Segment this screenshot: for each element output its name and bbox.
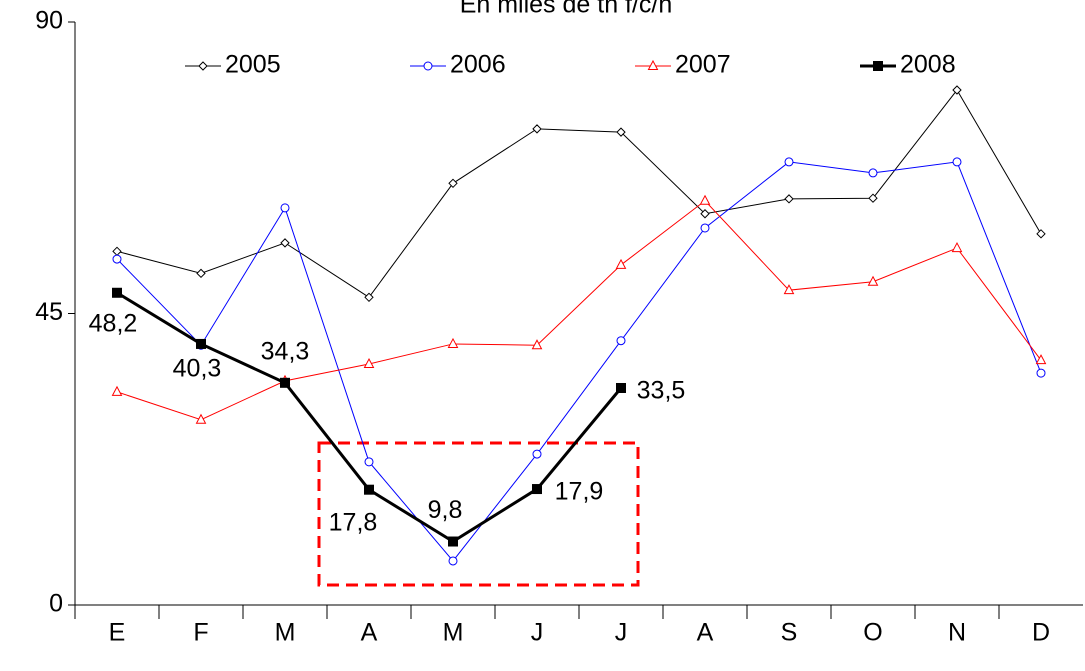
x-tick-label: O: [863, 619, 882, 647]
marker: [868, 168, 878, 178]
marker: [783, 284, 795, 295]
marker: [867, 275, 879, 286]
marker: [615, 258, 627, 269]
data-label: 33,5: [637, 377, 686, 405]
marker: [448, 178, 458, 189]
marker: [784, 157, 794, 167]
data-label: 48,2: [89, 309, 138, 337]
marker: [952, 85, 962, 95]
y-tick-label: 0: [49, 590, 63, 618]
data-label: 17,8: [329, 508, 378, 536]
highlight-box: [317, 441, 640, 587]
marker: [868, 193, 878, 203]
marker: [532, 124, 542, 134]
marker: [532, 449, 542, 459]
x-tick-label: S: [781, 619, 798, 647]
marker: [280, 203, 290, 213]
x-tick-label: A: [697, 619, 714, 647]
marker: [647, 59, 659, 70]
marker: [700, 223, 710, 233]
marker: [448, 536, 458, 547]
data-label: 17,9: [555, 478, 604, 506]
x-tick-label: D: [1032, 619, 1050, 647]
marker: [198, 61, 208, 71]
marker: [1036, 368, 1046, 378]
data-label: 9,8: [428, 496, 463, 524]
marker: [112, 287, 122, 298]
marker: [364, 457, 374, 467]
y-tick-label: 90: [35, 7, 63, 35]
marker: [616, 382, 626, 393]
marker: [196, 268, 206, 279]
marker: [447, 337, 459, 348]
x-tick-label: N: [948, 619, 966, 647]
marker: [532, 484, 542, 495]
marker: [784, 194, 794, 204]
marker: [616, 127, 626, 137]
marker: [700, 209, 710, 219]
marker: [195, 413, 207, 424]
data-label: 40,3: [173, 355, 222, 383]
series-line: [116, 200, 1042, 421]
marker: [111, 385, 123, 396]
x-tick-label: M: [443, 619, 464, 647]
marker: [363, 357, 375, 369]
legend-label: 2007: [675, 51, 731, 79]
x-tick-label: E: [109, 619, 126, 647]
legend-label: 2006: [450, 51, 506, 79]
y-tick-label: 45: [35, 298, 63, 326]
legend-label: 2008: [900, 51, 956, 79]
series-line: [116, 161, 1042, 562]
marker: [616, 336, 626, 346]
marker: [531, 339, 543, 350]
legend-label: 2005: [225, 51, 281, 79]
marker: [112, 254, 122, 264]
marker: [952, 157, 962, 167]
marker: [423, 61, 433, 71]
marker: [1035, 354, 1047, 365]
marker: [951, 242, 963, 253]
data-label: 34,3: [261, 337, 310, 365]
series-line: [116, 89, 1042, 298]
marker: [280, 377, 290, 388]
chart-title: En miles de tn f/c/h: [460, 0, 673, 19]
marker: [196, 338, 206, 349]
x-tick-label: M: [275, 619, 296, 647]
marker: [112, 246, 122, 257]
marker: [1036, 229, 1046, 239]
x-tick-label: F: [193, 619, 208, 647]
marker: [448, 556, 458, 566]
marker: [364, 292, 374, 303]
marker: [699, 194, 711, 205]
x-tick-label: J: [531, 619, 544, 647]
marker: [873, 61, 883, 71]
marker: [364, 484, 374, 495]
x-tick-label: J: [615, 619, 628, 647]
x-tick-label: A: [361, 619, 378, 647]
marker: [280, 238, 290, 248]
